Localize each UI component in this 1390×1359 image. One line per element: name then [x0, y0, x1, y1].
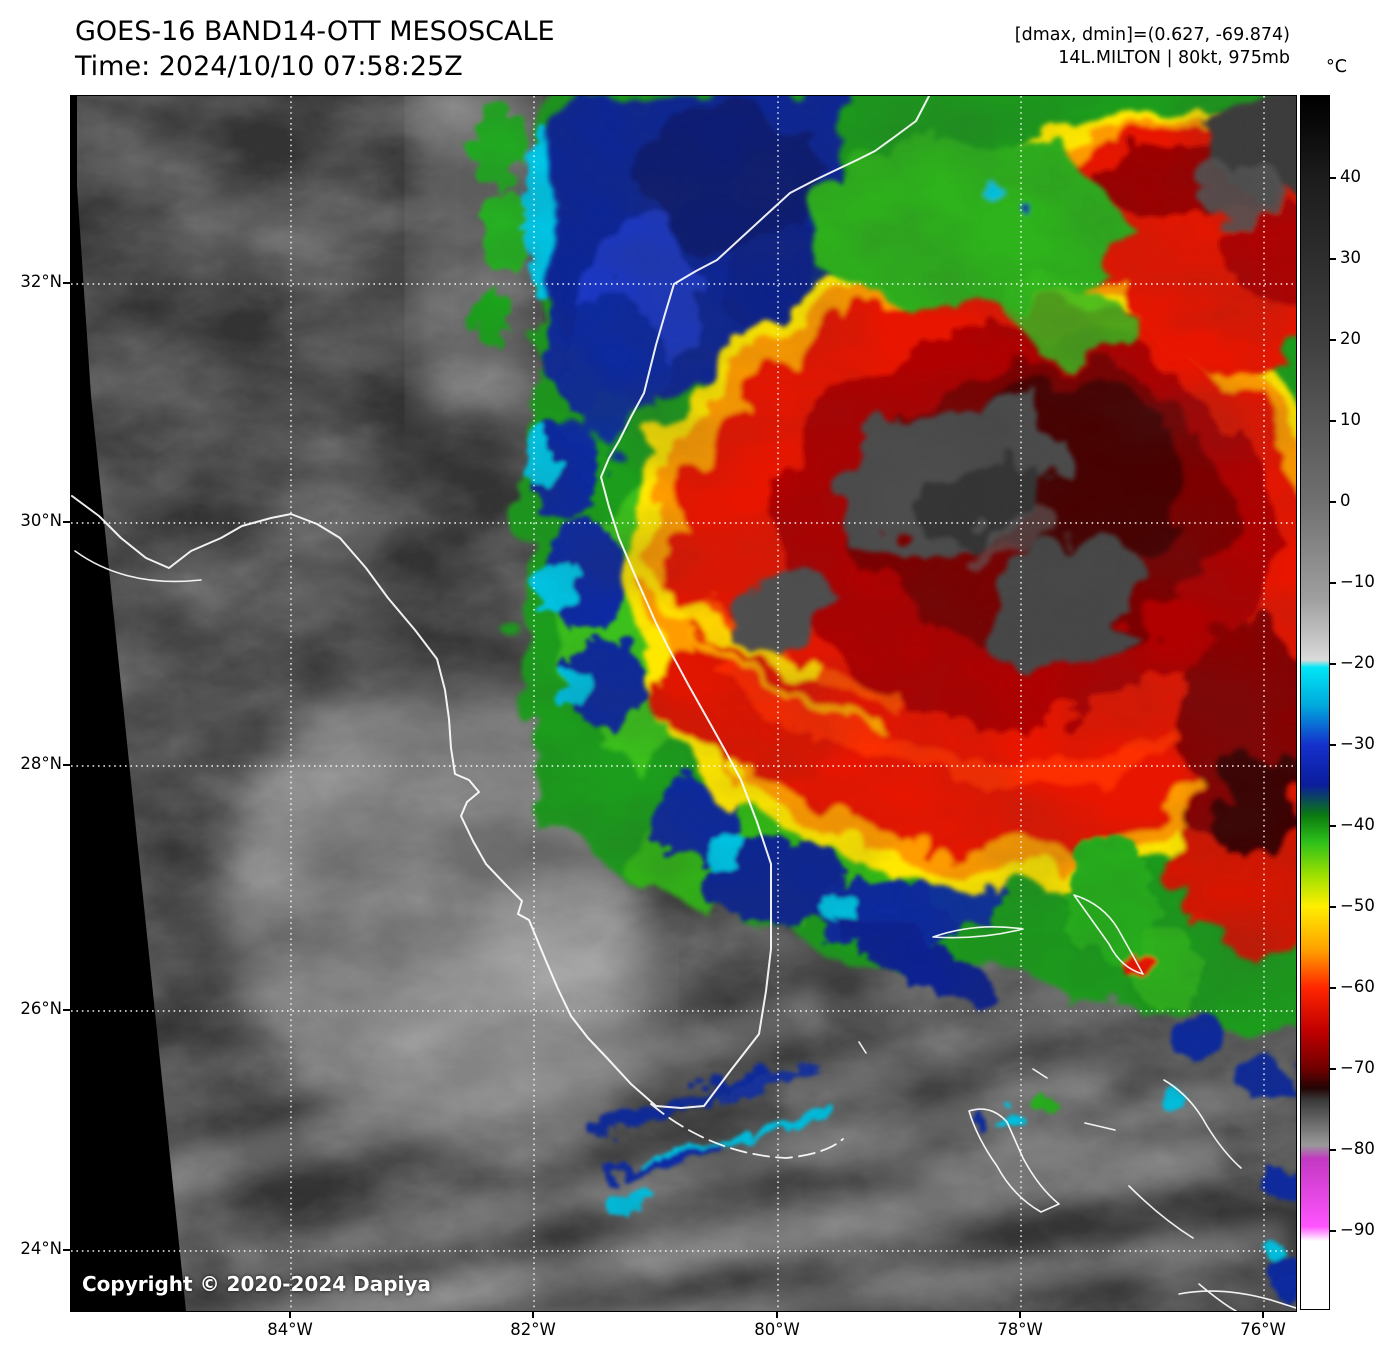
header-right: [dmax, dmin]=(0.627, -69.874) 14L.MILTON… [1015, 24, 1290, 70]
colorbar-tick [1330, 1230, 1336, 1232]
colorbar-tick [1330, 987, 1336, 989]
coastline-abaco [1073, 894, 1144, 975]
copyright-label: Copyright © 2020-2024 Dapiya [82, 1272, 431, 1296]
lat-label: 28°N [20, 754, 62, 773]
lon-axis-tick [289, 1311, 291, 1318]
coastline-bimini [858, 1041, 867, 1054]
lon-label: 84°W [267, 1320, 313, 1339]
colorbar-tick-label: −20 [1340, 653, 1375, 672]
lat-axis-tick [63, 1249, 70, 1251]
scan-edge-black-wedge [71, 96, 186, 1311]
storm-info-label: 14L.MILTON | 80kt, 975mb [1058, 48, 1290, 68]
colorbar-tick [1330, 501, 1336, 503]
colorbar-unit-label: °C [1326, 57, 1347, 77]
temperature-colorbar [1300, 95, 1330, 1310]
map-frame [70, 95, 1297, 1312]
lat-axis-tick [63, 282, 70, 284]
satellite-scene [71, 96, 1296, 1311]
lat-axis-tick [63, 521, 70, 523]
lon-label: 80°W [754, 1320, 800, 1339]
coastline-andros [968, 1108, 1060, 1213]
lat-label: 30°N [20, 511, 62, 530]
colorbar-tick-label: −30 [1340, 734, 1375, 753]
coastline-berry-islands [1032, 1068, 1048, 1079]
colorbar-tick-label: 0 [1340, 491, 1351, 510]
coastline-eleuthera [1163, 1079, 1242, 1169]
colorbar-tick-label: −10 [1340, 572, 1375, 591]
colorbar-tick [1330, 177, 1336, 179]
coastline-bottom-right-islands [1178, 1290, 1296, 1309]
colorbar-tick-label: −50 [1340, 896, 1375, 915]
colorbar-tick [1330, 258, 1336, 260]
colorbar-tick [1330, 906, 1336, 908]
lon-label: 82°W [510, 1320, 556, 1339]
colorbar-tick [1330, 663, 1336, 665]
page-title: GOES-16 BAND14-OTT MESOSCALE [75, 16, 555, 47]
lat-axis-tick [63, 764, 70, 766]
coastline-florida-mainland [71, 96, 930, 1109]
colorbar-tick-label: −40 [1340, 815, 1375, 834]
colorbar-tick [1330, 339, 1336, 341]
colorbar-tick-label: 30 [1340, 248, 1361, 267]
colorbar-tick [1330, 825, 1336, 827]
coastline-grand-bahama [932, 925, 1024, 939]
coastline-panhandle-barrier-island [74, 550, 202, 583]
coastlines [71, 96, 1296, 1311]
lat-label: 24°N [20, 1239, 62, 1258]
colorbar-tick [1330, 582, 1336, 584]
lon-axis-tick [1262, 1311, 1264, 1318]
lon-label: 78°W [997, 1320, 1043, 1339]
colorbar-tick [1330, 420, 1336, 422]
header-left: GOES-16 BAND14-OTT MESOSCALE Time: 2024/… [75, 14, 555, 84]
lat-label: 26°N [20, 999, 62, 1018]
colorbar-tick [1330, 744, 1336, 746]
dmax-dmin-label: [dmax, dmin]=(0.627, -69.874) [1014, 25, 1290, 45]
lat-axis-tick [63, 1009, 70, 1011]
lon-axis-tick [532, 1311, 534, 1318]
colorbar-tick-label: 40 [1340, 167, 1361, 186]
coastline-new-providence [1084, 1122, 1116, 1131]
colorbar-tick-label: 20 [1340, 329, 1361, 348]
lon-axis-tick [776, 1311, 778, 1318]
time-label: Time: 2024/10/10 07:58:25Z [75, 51, 463, 82]
colorbar-tick-label: −80 [1340, 1139, 1375, 1158]
colorbar-tick-label: −70 [1340, 1058, 1375, 1077]
lon-label: 76°W [1240, 1320, 1286, 1339]
grid-lines [71, 96, 1296, 1311]
colorbar-tick-label: −60 [1340, 977, 1375, 996]
coastline-florida-keys [650, 1103, 844, 1159]
lon-axis-tick [1019, 1311, 1021, 1318]
colorbar-tick [1330, 1149, 1336, 1151]
colorbar-tick [1330, 1068, 1336, 1070]
colorbar-tick-label: 10 [1340, 410, 1361, 429]
coastline-long-island [1198, 1283, 1237, 1311]
lat-label: 32°N [20, 272, 62, 291]
coastline-exuma-chain [1128, 1185, 1194, 1239]
colorbar-tick-label: −90 [1340, 1220, 1375, 1239]
